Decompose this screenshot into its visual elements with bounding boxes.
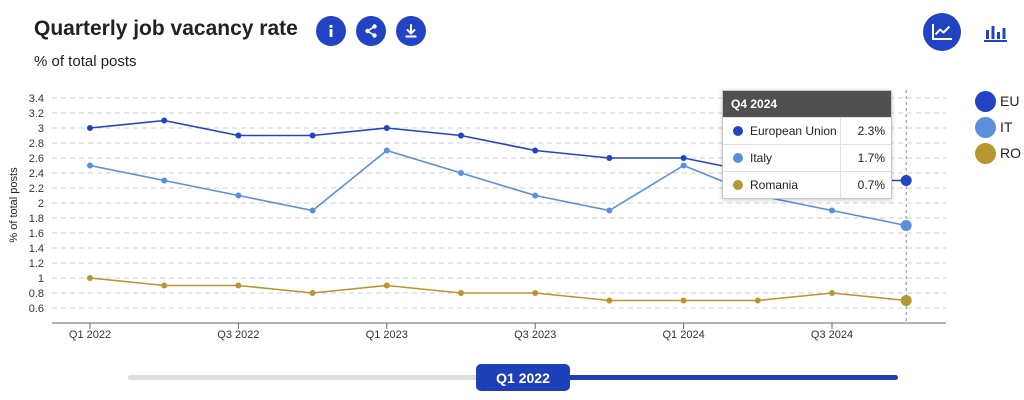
data-point[interactable] <box>87 162 93 169</box>
x-tick-label: Q3 2024 <box>811 329 853 341</box>
download-icon <box>405 24 417 38</box>
data-point[interactable] <box>87 125 93 131</box>
series-marker-icon <box>733 153 743 163</box>
legend-label: EU <box>1000 93 1020 109</box>
y-tick-label: 0.8 <box>29 288 44 300</box>
y-tick-label: 1 <box>38 273 44 285</box>
legend-label: RO <box>1000 145 1021 161</box>
data-point[interactable] <box>900 175 912 186</box>
chart-title: Quarterly job vacancy rate <box>34 17 298 40</box>
data-point[interactable] <box>161 117 168 124</box>
tooltip-series-name: Romania <box>750 178 799 192</box>
x-tick-label: Q1 2023 <box>366 329 408 341</box>
legend-item-it[interactable]: IT <box>975 114 1021 140</box>
legend-item-ro[interactable]: RO <box>975 140 1021 166</box>
y-tick-label: 1.2 <box>29 258 44 270</box>
y-tick-label: 3 <box>38 123 44 135</box>
tooltip-row: Romania 0.7% <box>723 171 891 198</box>
data-point[interactable] <box>900 295 912 306</box>
y-tick-label: 2.8 <box>29 138 44 150</box>
y-tick-label: 3.4 <box>29 93 44 105</box>
series-marker-icon <box>733 126 743 136</box>
time-slider-handle[interactable]: Q1 2022 <box>476 364 570 391</box>
line-chart-button[interactable] <box>923 13 961 51</box>
data-point[interactable] <box>161 177 168 184</box>
data-point[interactable] <box>829 290 835 296</box>
data-point[interactable] <box>458 170 464 176</box>
y-tick-label: 1.8 <box>29 213 44 225</box>
x-tick-label: Q3 2022 <box>217 329 259 341</box>
y-tick-label: 0.6 <box>29 303 44 315</box>
legend: EU IT RO <box>975 88 1021 166</box>
line-chart-icon <box>932 24 952 40</box>
y-tick-label: 2 <box>38 198 44 210</box>
tooltip-series-name: European Union <box>750 124 837 138</box>
data-point[interactable] <box>606 155 613 161</box>
data-point[interactable] <box>309 207 316 214</box>
data-point[interactable] <box>532 192 539 199</box>
tooltip-series-value: 1.7% <box>857 151 885 165</box>
series-marker-icon <box>733 180 743 190</box>
data-point[interactable] <box>235 282 242 289</box>
data-point[interactable] <box>532 147 539 154</box>
data-point[interactable] <box>458 132 464 139</box>
data-point[interactable] <box>680 155 687 161</box>
share-button[interactable] <box>356 16 386 46</box>
line-chart: 3.4 3.2 3 2.8 2.6 2.4 2.2 2 1.8 1.6 1.4 1.2 1 0.8 0.6 Q… <box>8 90 946 341</box>
tooltip-series-value: 2.3% <box>857 124 885 138</box>
tooltip: Q4 2024 European Union 2.3% Italy 1.7% R… <box>722 90 892 199</box>
tooltip-series-name: Italy <box>750 151 773 165</box>
tooltip-title: Q4 2024 <box>723 91 891 117</box>
bar-chart-button[interactable] <box>980 17 1010 47</box>
data-point[interactable] <box>383 125 390 131</box>
legend-marker-icon <box>975 116 996 138</box>
data-point[interactable] <box>900 220 912 231</box>
data-point[interactable] <box>680 162 687 169</box>
y-tick-label: 3.2 <box>29 108 44 120</box>
share-icon <box>365 24 377 38</box>
data-point[interactable] <box>87 275 93 281</box>
x-tick-label: Q1 2024 <box>662 329 704 341</box>
tooltip-row: Italy 1.7% <box>723 144 891 171</box>
data-point[interactable] <box>309 290 316 296</box>
y-tick-label: 2.2 <box>29 183 44 195</box>
x-tick-label: Q1 2022 <box>69 329 111 341</box>
legend-item-eu[interactable]: EU <box>975 88 1021 114</box>
y-tick-label: 2.4 <box>29 168 44 180</box>
data-point[interactable] <box>606 207 613 214</box>
y-tick-label: 1.4 <box>29 243 44 255</box>
legend-label: IT <box>1000 119 1013 135</box>
time-slider-fill <box>560 375 898 380</box>
data-point[interactable] <box>383 147 390 154</box>
data-point[interactable] <box>235 132 242 139</box>
bar-chart-icon <box>984 26 1007 42</box>
tooltip-series-value: 0.7% <box>857 178 885 192</box>
series-line <box>89 277 907 302</box>
info-button[interactable] <box>316 16 346 46</box>
legend-marker-icon <box>975 142 996 164</box>
y-tick-label: 2.6 <box>29 153 44 165</box>
chart-subtitle: % of total posts <box>34 53 137 70</box>
data-point[interactable] <box>458 290 464 296</box>
legend-marker-icon <box>975 90 996 112</box>
data-point[interactable] <box>309 132 316 139</box>
y-axis-label: % of total posts <box>8 167 20 243</box>
download-button[interactable] <box>396 16 426 46</box>
data-point[interactable] <box>829 207 835 214</box>
y-tick-label: 1.6 <box>29 228 44 240</box>
tooltip-row: European Union 2.3% <box>723 117 891 144</box>
data-point[interactable] <box>680 297 687 304</box>
x-tick-label: Q3 2023 <box>514 329 556 341</box>
data-point[interactable] <box>532 290 539 296</box>
data-point[interactable] <box>235 192 242 199</box>
data-point[interactable] <box>606 297 613 304</box>
data-point[interactable] <box>161 282 168 289</box>
data-point[interactable] <box>383 282 390 289</box>
data-point[interactable] <box>754 297 761 304</box>
info-icon <box>329 24 333 37</box>
